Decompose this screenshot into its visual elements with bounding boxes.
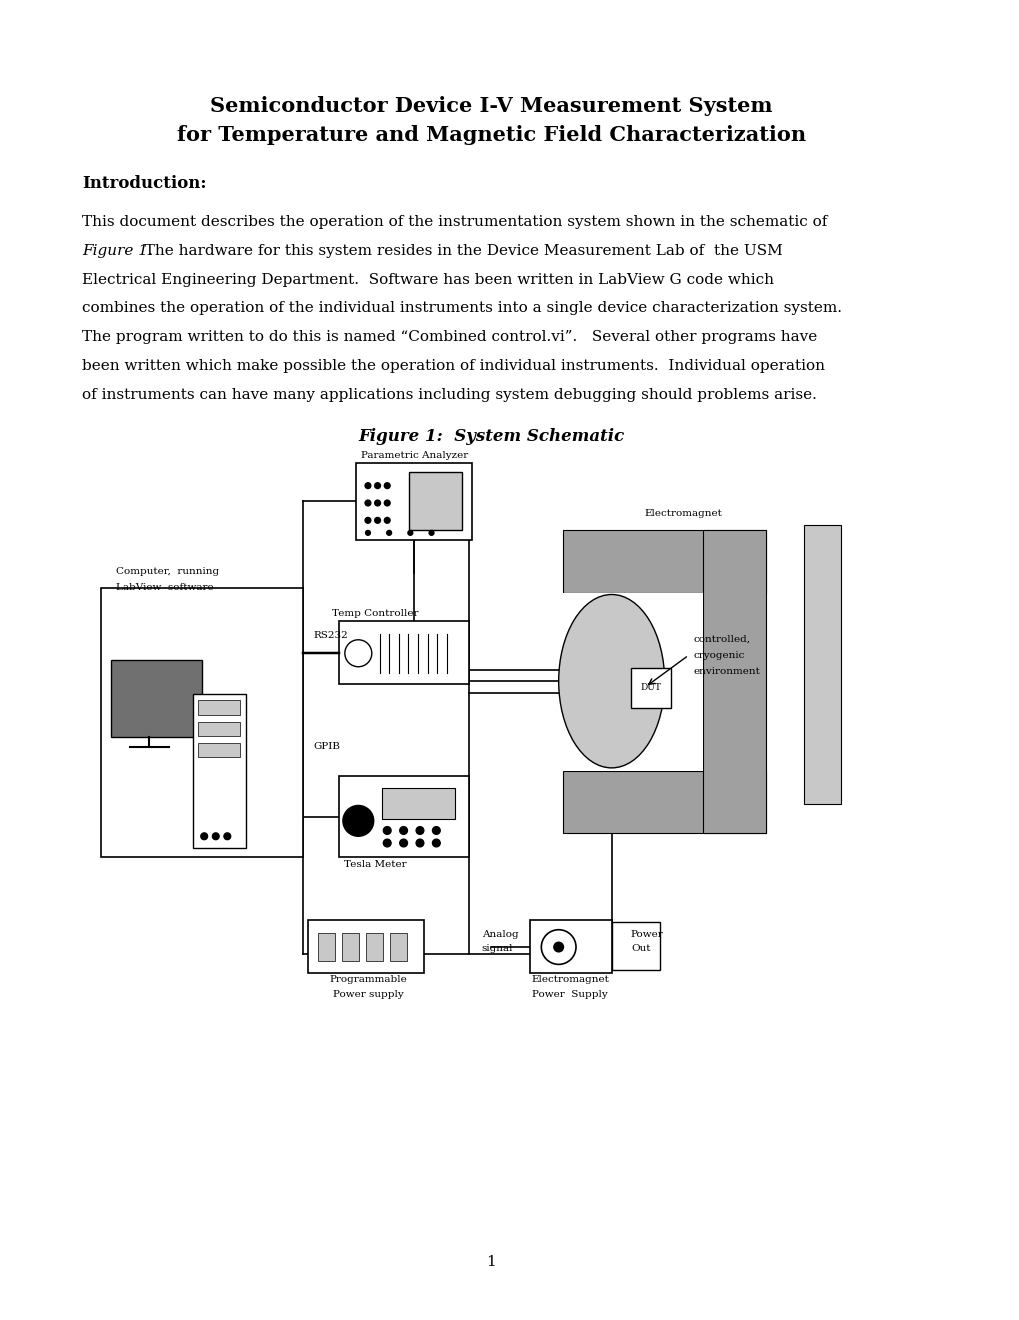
Circle shape: [383, 840, 390, 847]
Circle shape: [553, 942, 562, 952]
Text: GPIB: GPIB: [313, 742, 339, 751]
Bar: [193, 694, 246, 847]
Bar: [529, 920, 611, 973]
Circle shape: [212, 833, 219, 840]
Circle shape: [416, 826, 424, 834]
Text: Temp Controller: Temp Controller: [332, 610, 419, 618]
Text: Power: Power: [631, 931, 663, 939]
Circle shape: [224, 833, 230, 840]
Circle shape: [429, 531, 433, 536]
Bar: [341, 933, 359, 961]
Bar: [702, 529, 765, 833]
Text: environment: environment: [693, 667, 759, 676]
Circle shape: [399, 826, 407, 834]
Circle shape: [374, 500, 380, 506]
Circle shape: [408, 531, 413, 536]
Circle shape: [365, 500, 371, 506]
Text: of instruments can have many applications including system debugging should prob: of instruments can have many application…: [82, 388, 816, 403]
Bar: [804, 525, 840, 804]
Circle shape: [344, 640, 372, 667]
Circle shape: [342, 805, 373, 837]
Ellipse shape: [558, 594, 664, 768]
Circle shape: [374, 483, 380, 488]
Bar: [199, 743, 239, 758]
Bar: [631, 668, 671, 708]
Circle shape: [374, 517, 380, 523]
Bar: [199, 701, 239, 715]
Bar: [101, 587, 303, 858]
Text: Computer,  running: Computer, running: [115, 566, 218, 576]
Circle shape: [365, 483, 371, 488]
Circle shape: [386, 531, 391, 536]
Bar: [611, 921, 659, 970]
Bar: [318, 933, 335, 961]
Circle shape: [365, 517, 371, 523]
Text: for Temperature and Magnetic Field Characterization: for Temperature and Magnetic Field Chara…: [176, 125, 805, 145]
Circle shape: [201, 833, 208, 840]
Text: Power  Supply: Power Supply: [532, 990, 607, 999]
Text: Introduction:: Introduction:: [82, 174, 206, 191]
Text: The program written to do this is named “Combined control.vi”.   Several other p: The program written to do this is named …: [82, 330, 816, 345]
Bar: [562, 529, 765, 593]
Circle shape: [384, 500, 389, 506]
Text: RS232: RS232: [313, 631, 347, 640]
Bar: [308, 920, 424, 973]
Text: Semiconductor Device I-V Measurement System: Semiconductor Device I-V Measurement Sys…: [210, 96, 771, 116]
Circle shape: [541, 929, 576, 965]
Text: Electrical Engineering Department.  Software has been written in LabView G code : Electrical Engineering Department. Softw…: [82, 272, 773, 286]
Circle shape: [384, 517, 389, 523]
Text: combines the operation of the individual instruments into a single device charac: combines the operation of the individual…: [82, 301, 841, 315]
Bar: [199, 722, 239, 737]
Text: signal: signal: [481, 945, 513, 953]
Circle shape: [399, 840, 407, 847]
Bar: [338, 622, 469, 684]
Text: Power supply: Power supply: [332, 990, 403, 999]
Text: This document describes the operation of the instrumentation system shown in the: This document describes the operation of…: [82, 215, 826, 228]
Circle shape: [432, 840, 440, 847]
Text: Figure 1:  System Schematic: Figure 1: System Schematic: [358, 428, 624, 445]
Text: Analog: Analog: [481, 931, 518, 939]
Circle shape: [384, 483, 389, 488]
Bar: [562, 771, 765, 833]
Text: 1: 1: [486, 1255, 495, 1269]
Text: cryogenic: cryogenic: [693, 651, 744, 660]
Circle shape: [383, 826, 390, 834]
Bar: [389, 933, 407, 961]
Text: Electromagnet: Electromagnet: [531, 975, 608, 985]
Text: Out: Out: [631, 945, 650, 953]
Text: Electromagnet: Electromagnet: [644, 510, 722, 517]
Bar: [338, 776, 469, 858]
Bar: [111, 660, 202, 737]
Bar: [562, 593, 702, 771]
Text: LabView  software: LabView software: [115, 583, 213, 593]
Text: Parametric Analyzer: Parametric Analyzer: [360, 451, 468, 461]
Text: Tesla Meter: Tesla Meter: [344, 859, 407, 869]
Text: Figure 1.: Figure 1.: [82, 244, 153, 257]
Bar: [382, 788, 454, 818]
Circle shape: [365, 531, 370, 536]
Text: Programmable: Programmable: [329, 975, 407, 985]
Text: controlled,: controlled,: [693, 635, 750, 643]
Circle shape: [416, 840, 424, 847]
Bar: [366, 933, 383, 961]
Bar: [409, 473, 462, 529]
Text: DUT: DUT: [640, 684, 661, 693]
Circle shape: [432, 826, 440, 834]
Text: been written which make possible the operation of individual instruments.  Indiv: been written which make possible the ope…: [82, 359, 824, 374]
Text: The hardware for this system resides in the Device Measurement Lab of  the USM: The hardware for this system resides in …: [135, 244, 782, 257]
Bar: [356, 462, 472, 540]
